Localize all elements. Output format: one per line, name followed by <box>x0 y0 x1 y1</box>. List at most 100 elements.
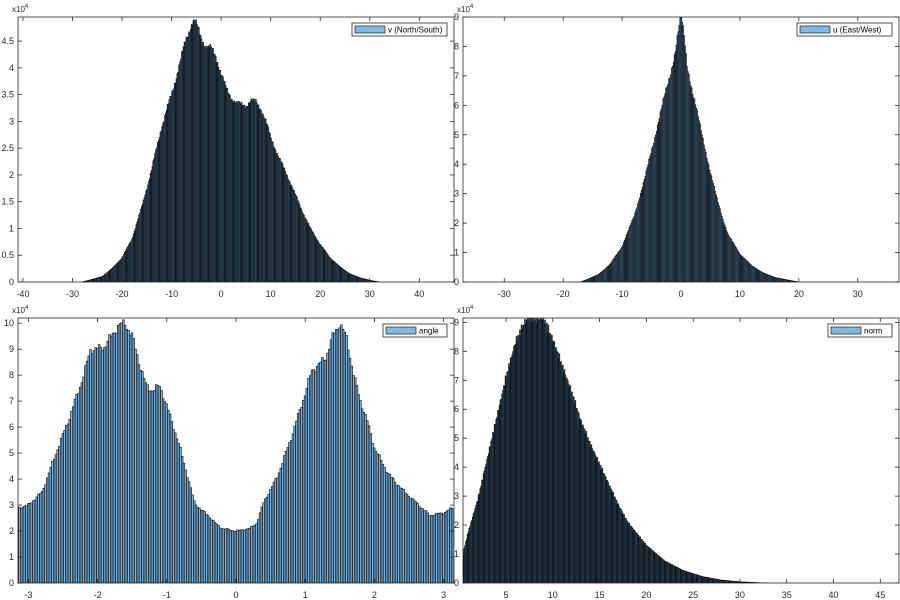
y-tick-label: 4.5 <box>1 36 14 46</box>
x-tick-label: 40 <box>414 289 424 299</box>
y-tick-label: 2 <box>9 170 14 180</box>
y-tick-label: 0 <box>9 578 14 588</box>
y-tick-label: 1 <box>9 552 14 562</box>
exponent-base: x10 <box>12 306 25 315</box>
legend: u (East/West) <box>796 22 893 37</box>
x-tick-label: 40 <box>828 590 838 600</box>
x-tick-label: 10 <box>735 289 745 299</box>
y-tick-label: 2 <box>454 520 459 530</box>
y-tick-label: 4 <box>9 63 14 73</box>
y-tick-label: 3 <box>454 189 459 199</box>
x-tick-label: 15 <box>595 590 605 600</box>
axes-frame <box>462 317 900 584</box>
exponent-power: 4 <box>25 305 29 311</box>
y-tick-label: 0 <box>9 277 14 287</box>
legend: v (North/South) <box>351 22 448 37</box>
y-tick-label: 6 <box>454 100 459 110</box>
y-tick-label: 3 <box>9 116 14 126</box>
legend-swatch <box>830 326 862 335</box>
x-tick-label: 1 <box>303 590 308 600</box>
legend: norm <box>827 323 893 338</box>
exponent-power: 4 <box>25 4 29 10</box>
y-tick-label: 2.5 <box>1 143 14 153</box>
x-tick-label: 30 <box>853 289 863 299</box>
y-tick-label: 7 <box>454 375 459 385</box>
y-tick-label: 9 <box>454 317 459 327</box>
legend: angle <box>382 323 448 338</box>
legend-label: angle <box>419 327 439 336</box>
legend-swatch <box>354 25 386 34</box>
exponent-base: x10 <box>12 5 25 14</box>
exponent-power: 4 <box>470 4 474 10</box>
y-tick-label: 1 <box>9 223 14 233</box>
x-tick-label: 35 <box>782 590 792 600</box>
y-tick-label: 7 <box>454 71 459 81</box>
x-tick-label: -1 <box>163 590 171 600</box>
y-tick-label: 8 <box>9 370 14 380</box>
histogram-bar <box>450 507 454 583</box>
y-tick-label: 7 <box>9 396 14 406</box>
y-tick-label: 1.5 <box>1 197 14 207</box>
y-tick-label: 10 <box>4 318 14 328</box>
histogram-bars <box>463 318 769 583</box>
y-tick-label: 1 <box>454 248 459 258</box>
legend-swatch <box>385 326 417 335</box>
x-tick-label: -40 <box>16 289 29 299</box>
legend-label: norm <box>864 327 883 336</box>
x-tick-label: 0 <box>233 590 238 600</box>
x-tick-label: -20 <box>557 289 570 299</box>
histogram-bars <box>580 17 799 282</box>
y-tick-label: 2 <box>454 218 459 228</box>
y-tick-label: 3 <box>9 500 14 510</box>
x-tick-label: 10 <box>548 590 558 600</box>
x-tick-label: 30 <box>365 289 375 299</box>
x-tick-label: 0 <box>219 289 224 299</box>
y-tick-label: 6 <box>9 422 14 432</box>
y-tick-label: 4 <box>9 474 14 484</box>
y-tick-label: 5 <box>9 448 14 458</box>
x-tick-label: 20 <box>315 289 325 299</box>
x-tick-label: -2 <box>94 590 102 600</box>
y-tick-label: 0.5 <box>1 250 14 260</box>
y-tick-label: 6 <box>454 404 459 414</box>
x-tick-label: 5 <box>504 590 509 600</box>
axes-frame <box>17 16 455 283</box>
y-tick-label: 3.5 <box>1 90 14 100</box>
panel-v-north-south: x104 -40 -30 -20 -10 0 10 20 30 4000.511.522.533… <box>1 4 455 299</box>
legend-label: v (North/South) <box>388 26 443 35</box>
y-tick-label: 1 <box>454 549 459 559</box>
exponent-base: x10 <box>457 5 470 14</box>
legend-label: u (East/West) <box>833 26 882 35</box>
x-tick-label: 20 <box>641 590 651 600</box>
x-tick-label: 25 <box>688 590 698 600</box>
y-tick-label: 3 <box>454 491 459 501</box>
exponent-power: 4 <box>470 305 474 311</box>
y-tick-label: 0 <box>454 578 459 588</box>
x-tick-label: 10 <box>266 289 276 299</box>
legend-swatch <box>799 25 831 34</box>
y-tick-label: 5 <box>454 433 459 443</box>
y-exponent-label: x104 <box>12 4 29 14</box>
exponent-base: x10 <box>457 306 470 315</box>
x-tick-label: 0 <box>678 289 683 299</box>
x-tick-label: -30 <box>498 289 511 299</box>
x-tick-label: 2 <box>372 590 377 600</box>
y-tick-label: 8 <box>454 346 459 356</box>
x-tick-label: 45 <box>875 590 885 600</box>
x-tick-label: 30 <box>735 590 745 600</box>
y-exponent-label: x104 <box>457 4 474 14</box>
y-exponent-label: x104 <box>12 305 29 315</box>
y-tick-label: 4 <box>454 462 459 472</box>
y-tick-label: 5 <box>454 130 459 140</box>
x-tick-label: 3 <box>441 590 446 600</box>
x-tick-label: -30 <box>66 289 79 299</box>
y-tick-label: 4 <box>454 159 459 169</box>
y-tick-label: 9 <box>9 344 14 354</box>
y-tick-label: 8 <box>454 41 459 51</box>
y-tick-label: 0 <box>454 277 459 287</box>
y-tick-label: 9 <box>454 12 459 22</box>
x-tick-label: -10 <box>616 289 629 299</box>
